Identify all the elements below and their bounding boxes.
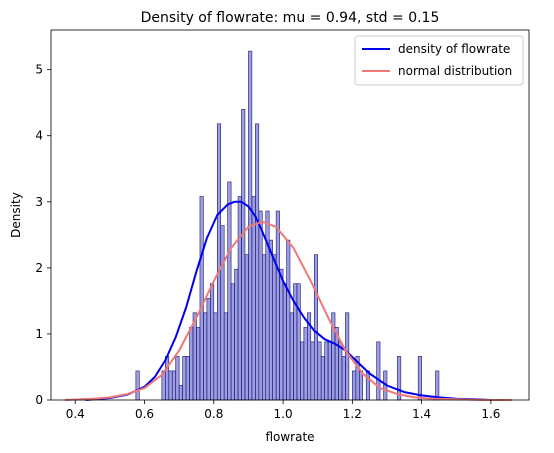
histogram-bar (178, 385, 183, 401)
histogram-bar (220, 225, 225, 401)
histogram-bar (223, 312, 228, 401)
histogram-bar (168, 370, 173, 401)
legend: density of flowrate normal distribution (354, 35, 524, 86)
histogram-bar (279, 268, 284, 401)
histogram-bar (345, 312, 350, 401)
legend-label-normal: normal distribution (398, 64, 512, 78)
histogram-bar (352, 370, 357, 401)
legend-box (354, 35, 524, 86)
histogram-bar (268, 239, 273, 401)
histogram-bar (189, 327, 194, 401)
normal-curve (64, 220, 512, 401)
histogram-bar (435, 370, 440, 401)
histogram-bar (282, 283, 287, 401)
x-tick-label: 0.8 (204, 407, 223, 421)
histogram-bar (320, 356, 325, 401)
histogram-bar (303, 327, 308, 401)
histogram-bar (196, 327, 201, 401)
histogram-bar (227, 181, 232, 401)
histogram-bar (185, 356, 190, 401)
histogram-bar (199, 196, 204, 401)
histogram-bar (175, 356, 180, 401)
histogram-bar (313, 254, 318, 401)
chart-title: Density of flowrate: mu = 0.94, std = 0.… (141, 10, 440, 26)
histogram-bar (171, 370, 176, 401)
legend-label-density: density of flowrate (398, 42, 510, 56)
histogram-bar (272, 254, 277, 401)
x-axis: 0.4 0.6 0.8 1.0 1.2 1.4 1.6 (66, 400, 500, 421)
density-curve (85, 200, 491, 401)
x-axis-label: flowrate (265, 430, 314, 444)
plot-frame (50, 29, 530, 401)
histogram-bar (417, 356, 422, 401)
x-tick-label: 1.2 (343, 407, 362, 421)
x-tick-label: 0.6 (135, 407, 154, 421)
histogram-bars (135, 50, 440, 401)
histogram-bar (241, 108, 246, 401)
histogram-bar (358, 370, 364, 401)
histogram-bar (324, 341, 329, 401)
histogram-bar (338, 341, 343, 401)
histogram-bar (258, 210, 263, 401)
histogram-bar (230, 283, 235, 401)
x-tick-label: 1.6 (481, 407, 500, 421)
y-tick-label: 2 (35, 261, 43, 275)
histogram-bar (296, 283, 301, 401)
x-tick-label: 1.4 (412, 407, 431, 421)
x-tick-label: 0.4 (66, 407, 85, 421)
histogram-bar (210, 283, 215, 401)
histogram-bar (135, 370, 140, 401)
y-tick-label: 4 (35, 129, 43, 143)
histogram-bar (206, 297, 211, 401)
histogram-bar (365, 370, 370, 401)
x-tick-label: 1.0 (274, 407, 293, 421)
histogram-bar (275, 210, 280, 401)
histogram-bar (237, 196, 242, 401)
histogram-bar (244, 254, 249, 401)
histogram-bar (300, 341, 305, 401)
y-axis-label: Density (9, 192, 23, 238)
y-tick-label: 5 (35, 63, 43, 77)
histogram-bar (286, 239, 291, 401)
histogram-bar (192, 312, 197, 401)
histogram-bar (376, 341, 381, 401)
y-tick-label: 1 (35, 327, 43, 341)
histogram-bar (234, 268, 239, 401)
y-tick-label: 0 (35, 393, 43, 407)
histogram-bar (341, 356, 346, 401)
histogram-bar (165, 356, 170, 401)
histogram-bar (310, 341, 315, 401)
histogram-bar (327, 341, 332, 401)
curves (64, 200, 512, 401)
histogram-bar (182, 356, 187, 401)
histogram-bar (216, 123, 222, 401)
histogram-bar (203, 312, 208, 401)
y-axis: 0 1 2 3 4 5 (35, 63, 51, 407)
histogram-bar (255, 123, 260, 401)
histogram-bar (213, 312, 218, 401)
histogram-bar (262, 254, 267, 401)
histogram-bar (251, 196, 256, 401)
histogram-bar (289, 312, 294, 401)
y-tick-label: 3 (35, 195, 43, 209)
histogram-bar (317, 341, 322, 401)
